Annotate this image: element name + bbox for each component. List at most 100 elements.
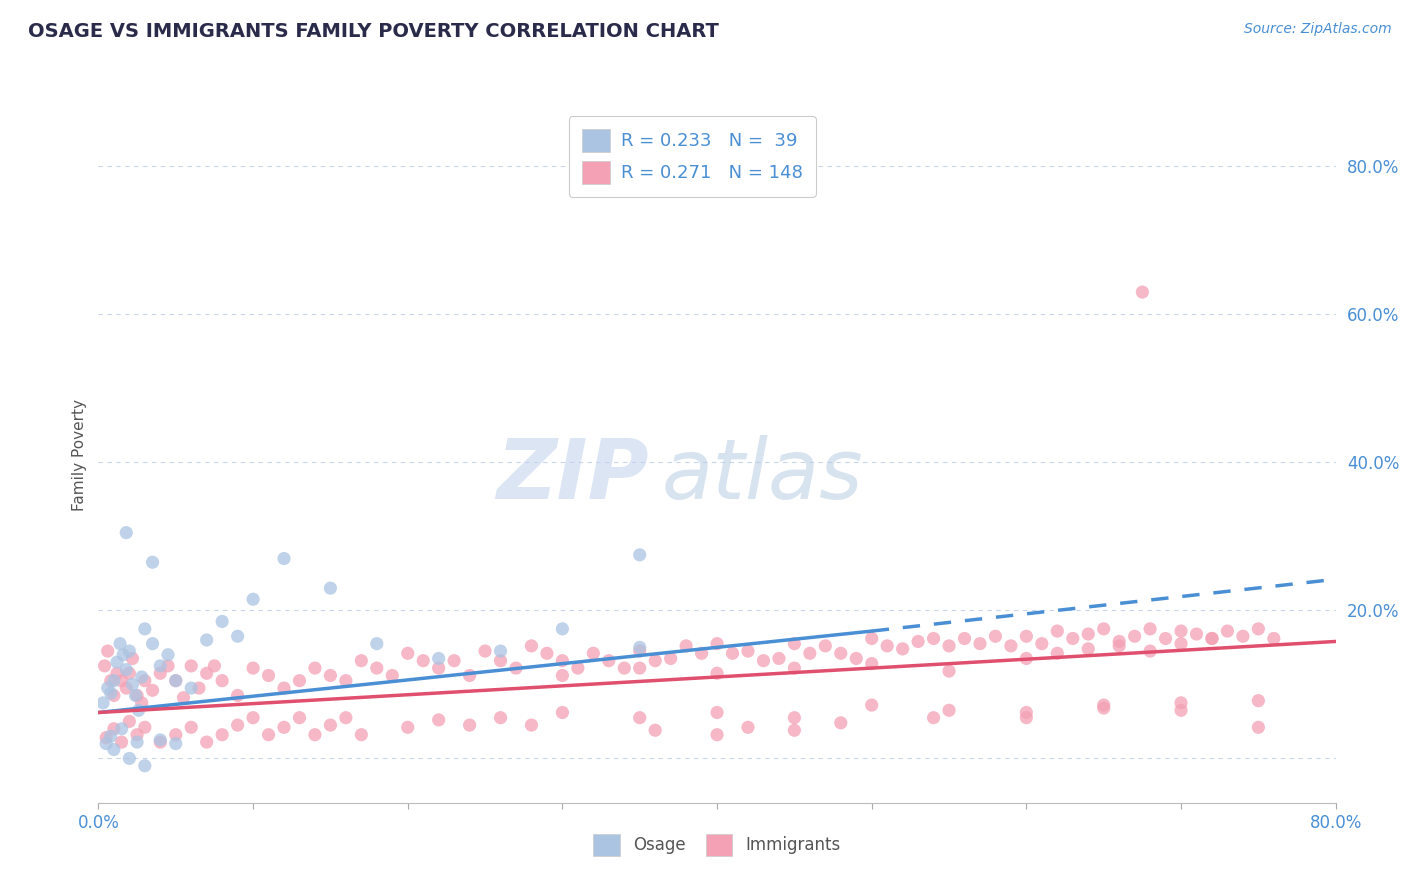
- Point: [644, 654, 666, 668]
- Point: [628, 548, 651, 562]
- Point: [953, 632, 976, 646]
- Point: [783, 637, 806, 651]
- Point: [103, 742, 125, 756]
- Point: [149, 732, 172, 747]
- Point: [91, 696, 114, 710]
- Point: [551, 622, 574, 636]
- Point: [100, 673, 122, 688]
- Point: [335, 711, 357, 725]
- Point: [984, 629, 1007, 643]
- Point: [195, 735, 218, 749]
- Point: [489, 644, 512, 658]
- Point: [165, 737, 187, 751]
- Point: [211, 615, 233, 629]
- Point: [134, 622, 156, 636]
- Point: [288, 711, 311, 725]
- Point: [814, 639, 837, 653]
- Point: [111, 673, 132, 688]
- Point: [1216, 624, 1239, 638]
- Point: [141, 637, 165, 651]
- Legend: Osage, Immigrants: Osage, Immigrants: [585, 826, 849, 864]
- Point: [1170, 637, 1192, 651]
- Point: [1154, 632, 1177, 646]
- Point: [706, 728, 728, 742]
- Point: [115, 663, 138, 677]
- Point: [845, 651, 868, 665]
- Point: [141, 683, 165, 698]
- Point: [860, 657, 883, 671]
- Point: [149, 735, 172, 749]
- Point: [1015, 711, 1038, 725]
- Point: [1170, 703, 1192, 717]
- Point: [97, 644, 120, 658]
- Point: [226, 689, 249, 703]
- Point: [1062, 632, 1084, 646]
- Point: [922, 711, 945, 725]
- Point: [195, 666, 218, 681]
- Point: [149, 658, 172, 673]
- Point: [458, 718, 481, 732]
- Point: [226, 629, 249, 643]
- Point: [157, 648, 180, 662]
- Point: [165, 728, 187, 742]
- Point: [93, 658, 115, 673]
- Point: [121, 651, 143, 665]
- Point: [1092, 698, 1115, 712]
- Point: [273, 551, 295, 566]
- Point: [124, 689, 146, 703]
- Point: [938, 664, 960, 678]
- Point: [112, 648, 135, 662]
- Point: [876, 639, 898, 653]
- Point: [891, 641, 914, 656]
- Point: [103, 722, 125, 736]
- Point: [443, 654, 465, 668]
- Point: [118, 714, 141, 729]
- Point: [520, 718, 543, 732]
- Point: [1123, 629, 1146, 643]
- Point: [474, 644, 496, 658]
- Point: [96, 737, 118, 751]
- Point: [111, 722, 132, 736]
- Point: [1247, 693, 1270, 707]
- Point: [505, 661, 527, 675]
- Point: [721, 646, 744, 660]
- Point: [1108, 639, 1130, 653]
- Point: [128, 703, 150, 717]
- Point: [551, 654, 574, 668]
- Point: [257, 668, 280, 682]
- Point: [1139, 644, 1161, 658]
- Point: [141, 555, 165, 569]
- Point: [1077, 627, 1099, 641]
- Point: [242, 661, 264, 675]
- Point: [1046, 646, 1069, 660]
- Point: [1201, 632, 1223, 646]
- Point: [690, 646, 713, 660]
- Point: [860, 698, 883, 712]
- Point: [134, 720, 156, 734]
- Point: [257, 728, 280, 742]
- Y-axis label: Family Poverty: Family Poverty: [72, 399, 87, 511]
- Point: [304, 661, 326, 675]
- Point: [105, 666, 128, 681]
- Point: [172, 690, 194, 705]
- Point: [860, 632, 883, 646]
- Point: [628, 711, 651, 725]
- Point: [165, 673, 187, 688]
- Point: [226, 718, 249, 732]
- Point: [242, 592, 264, 607]
- Point: [1232, 629, 1254, 643]
- Point: [830, 715, 852, 730]
- Point: [204, 658, 226, 673]
- Point: [100, 686, 122, 700]
- Point: [134, 673, 156, 688]
- Point: [938, 639, 960, 653]
- Point: [115, 681, 138, 695]
- Point: [180, 681, 202, 695]
- Point: [127, 689, 149, 703]
- Point: [108, 637, 131, 651]
- Point: [211, 673, 233, 688]
- Point: [188, 681, 211, 695]
- Point: [1015, 706, 1038, 720]
- Point: [118, 666, 141, 681]
- Point: [1185, 627, 1208, 641]
